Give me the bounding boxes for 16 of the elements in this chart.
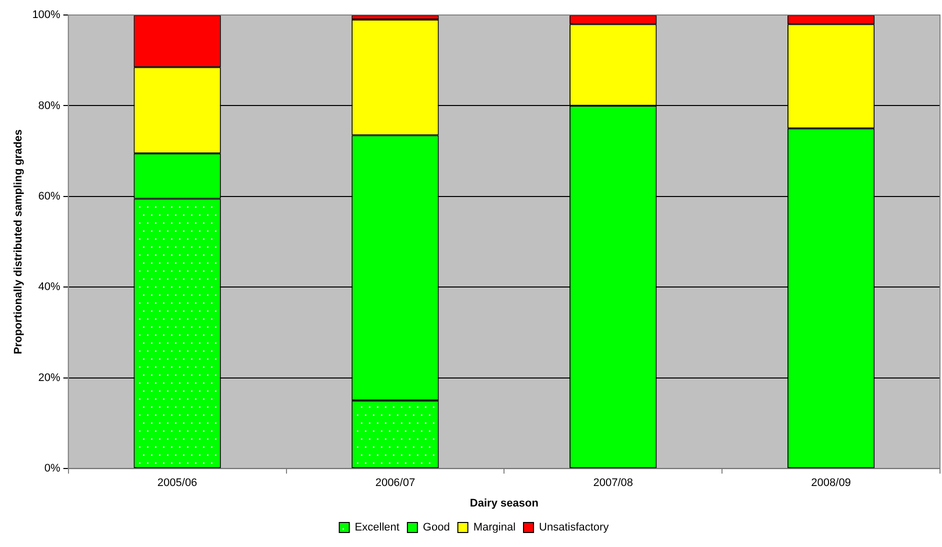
- x-tick-label: 2008/09: [811, 477, 851, 490]
- y-tick-label: 40%: [38, 281, 61, 294]
- legend-label: Marginal: [473, 522, 516, 534]
- y-axis-title: Proportionally distributed sampling grades: [12, 129, 25, 354]
- y-tick-label: 60%: [38, 190, 61, 202]
- x-tick-label: 2006/07: [375, 477, 416, 490]
- y-tick-label: 100%: [32, 9, 61, 22]
- legend-label: Excellent: [354, 522, 400, 534]
- legend-label: Unsatisfactory: [539, 522, 610, 534]
- y-tick-label: 0%: [44, 462, 61, 475]
- y-tick-label: 20%: [38, 372, 61, 384]
- x-axis-title: Dairy season: [470, 497, 539, 510]
- legend-label: Good: [422, 522, 450, 534]
- y-tick-label: 80%: [38, 100, 61, 112]
- x-tick-label: 2005/06: [157, 477, 198, 490]
- x-tick-label: 2007/08: [593, 477, 634, 490]
